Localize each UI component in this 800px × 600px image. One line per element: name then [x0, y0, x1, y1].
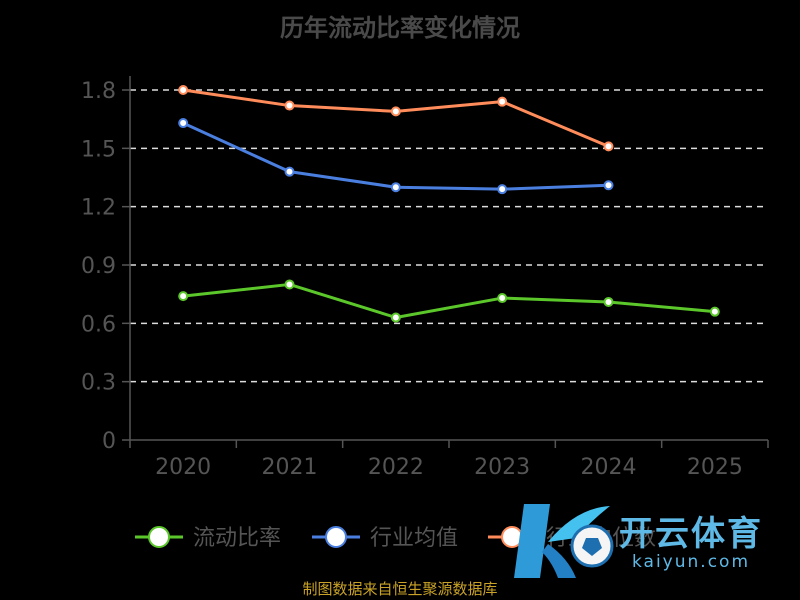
data-point: [497, 293, 508, 304]
data-point: [603, 141, 614, 152]
watermark-text: 开云体育: [619, 514, 763, 554]
data-point: [497, 184, 508, 195]
data-point: [178, 291, 189, 302]
data-point: [390, 182, 401, 193]
y-tick-label: 1.8: [81, 79, 116, 104]
data-point: [709, 306, 720, 317]
data-point: [284, 166, 295, 177]
legend-marker: [148, 526, 170, 548]
data-point: [603, 296, 614, 307]
series-line: [182, 88, 610, 148]
source-note: 制图数据来自恒生聚源数据库: [302, 580, 498, 598]
data-point: [178, 85, 189, 95]
y-tick-label: 0.6: [81, 312, 116, 337]
watermark-logo: 开云体育 kaiyun.com: [506, 498, 796, 584]
data-point: [178, 118, 189, 129]
data-point: [497, 96, 508, 107]
y-tick-label: 0.9: [81, 254, 116, 279]
data-point: [284, 279, 295, 290]
data-point: [603, 180, 614, 191]
x-tick-label: 2023: [474, 455, 530, 480]
x-tick-label: 2024: [581, 455, 637, 480]
watermark-url: kaiyun.com: [632, 552, 751, 572]
data-point: [390, 106, 401, 117]
legend-label: 行业均值: [370, 526, 458, 551]
x-tick-label: 2021: [262, 455, 318, 480]
series-line: [183, 282, 715, 319]
series-line: [182, 121, 609, 191]
data-point: [284, 100, 295, 111]
data-point: [390, 312, 401, 323]
x-tick-label: 2020: [155, 455, 211, 480]
x-tick-label: 2022: [368, 455, 424, 480]
y-tick-label: 1.2: [81, 196, 116, 221]
legend-label: 流动比率: [193, 526, 281, 551]
y-tick-label: 0.3: [81, 371, 116, 396]
y-tick-label: 0: [102, 429, 116, 454]
watermark-k-icon: [514, 504, 614, 578]
legend-marker: [325, 526, 347, 548]
chart-title: 历年流动比率变化情况: [280, 14, 520, 42]
x-tick-label: 2025: [687, 455, 743, 480]
y-tick-label: 1.5: [81, 137, 116, 162]
